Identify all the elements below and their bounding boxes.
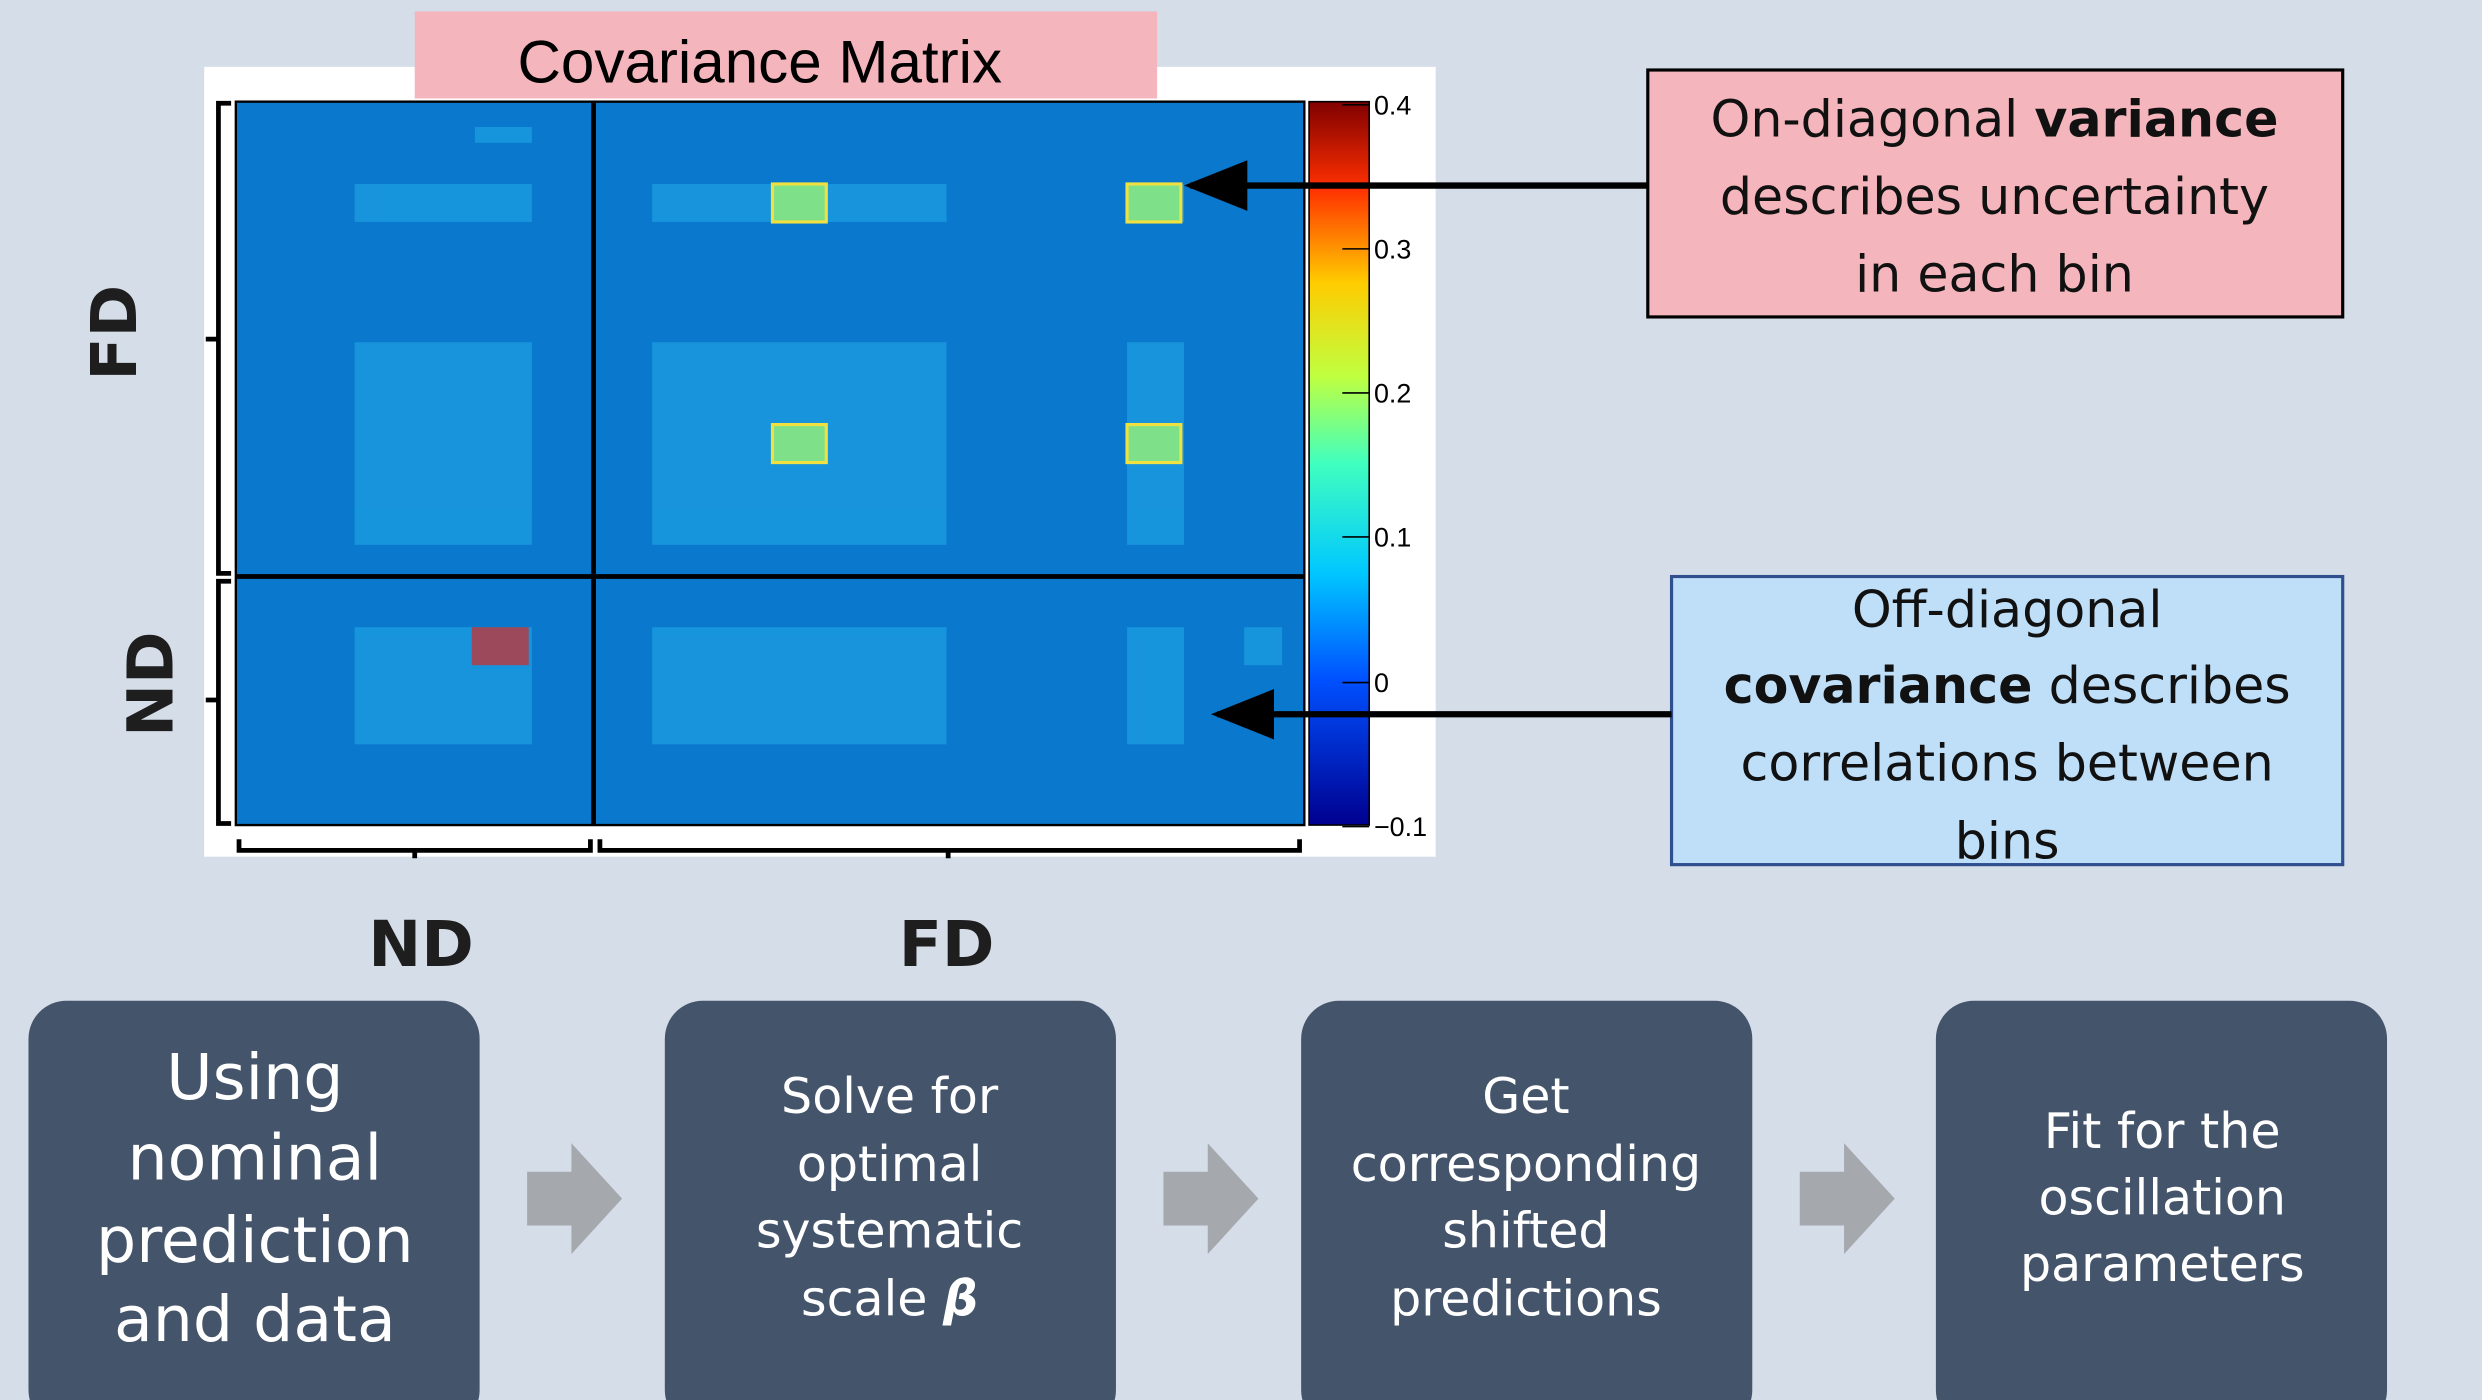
- colorbar-tick-label: 0: [1374, 668, 1389, 698]
- step-text: Fit for the: [2044, 1102, 2281, 1160]
- text-span: optimal: [797, 1135, 983, 1193]
- text-span: scale: [801, 1270, 943, 1328]
- step-text: scale β: [801, 1270, 978, 1328]
- text-span: bins: [1955, 811, 2060, 870]
- text-span: oscillation: [2039, 1168, 2287, 1226]
- colorbar-tick-label: 0.2: [1374, 378, 1411, 408]
- text-span: predictions: [1390, 1270, 1662, 1328]
- step-text: Using: [166, 1040, 343, 1114]
- row-label: ND: [114, 631, 188, 737]
- text-span: parameters: [2020, 1235, 2305, 1293]
- text-span: β: [942, 1270, 978, 1328]
- colorbar-tick-label: −0.1: [1374, 812, 1427, 842]
- colorbar-tick-label: 0.3: [1374, 234, 1411, 264]
- text-span: describes: [2032, 656, 2290, 715]
- step-text: and data: [114, 1282, 396, 1356]
- step-text: Solve for: [781, 1067, 999, 1125]
- callout-text: Off-diagonal: [1852, 580, 2163, 639]
- text-span: corresponding: [1351, 1135, 1701, 1193]
- step-text: oscillation: [2039, 1168, 2287, 1226]
- step-text: predictions: [1390, 1270, 1662, 1328]
- callout-box: [1669, 574, 2345, 867]
- text-span: and data: [114, 1282, 396, 1356]
- text-span: covariance: [1724, 656, 2033, 715]
- callout-text: in each bin: [1855, 245, 2134, 304]
- step-text: corresponding: [1351, 1135, 1701, 1193]
- step-text: Get: [1482, 1067, 1569, 1125]
- text-span: Using: [166, 1040, 343, 1114]
- colorbar-tick-label: 0.4: [1374, 90, 1411, 120]
- heatmap: [234, 100, 1306, 827]
- col-label: ND: [368, 907, 474, 981]
- callout-text: bins: [1955, 811, 2060, 870]
- text-span: shifted: [1442, 1202, 1609, 1260]
- text-span: Get: [1482, 1067, 1569, 1125]
- text-span: Off-diagonal: [1852, 580, 2163, 639]
- text-span: variance: [2034, 89, 2278, 148]
- step-text: parameters: [2020, 1235, 2305, 1293]
- step-text: nominal: [128, 1121, 383, 1195]
- matrix-title: Covariance Matrix: [517, 29, 1002, 96]
- text-span: in each bin: [1855, 245, 2134, 304]
- colorbar: [1308, 100, 1371, 826]
- colorbar-tick-label: 0.1: [1374, 522, 1411, 552]
- text-span: describes uncertainty: [1720, 167, 2269, 226]
- step-text: prediction: [96, 1203, 414, 1277]
- step-text: systematic: [756, 1202, 1023, 1260]
- callout-text: covariance describes: [1724, 656, 2291, 715]
- brackets: [205, 100, 1302, 859]
- callout-box: [1646, 68, 2345, 319]
- text-span: On-diagonal: [1710, 89, 2034, 148]
- callout-text: On-diagonal variance: [1710, 89, 2278, 148]
- step-text: optimal: [797, 1135, 983, 1193]
- step-text: shifted: [1442, 1202, 1609, 1260]
- text-span: Fit for the: [2044, 1102, 2281, 1160]
- flow: [28, 1000, 2388, 1400]
- text-span: systematic: [756, 1202, 1023, 1260]
- text-span: nominal: [128, 1121, 383, 1195]
- row-label: FD: [77, 285, 151, 381]
- text-span: prediction: [96, 1203, 414, 1277]
- col-label: FD: [899, 907, 995, 981]
- text-span: correlations between: [1741, 734, 2274, 793]
- text-span: Solve for: [781, 1067, 999, 1125]
- callout-text: describes uncertainty: [1720, 167, 2269, 226]
- title-box: [414, 11, 1158, 99]
- callout-text: correlations between: [1741, 734, 2274, 793]
